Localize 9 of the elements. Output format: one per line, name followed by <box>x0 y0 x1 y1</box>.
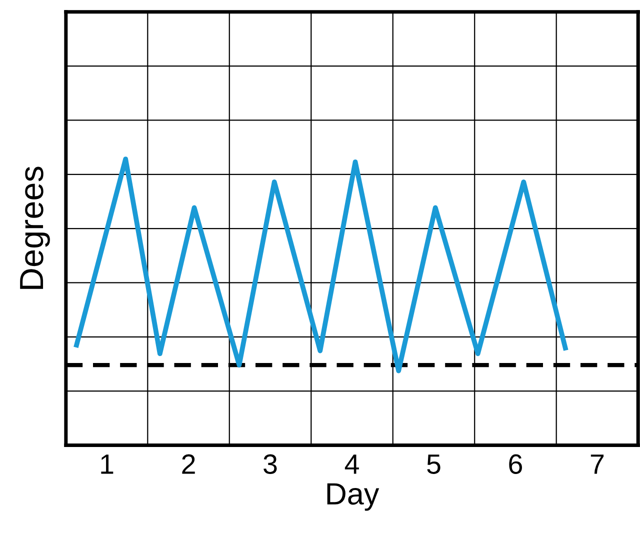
x-tick-label: 3 <box>264 454 277 474</box>
x-tick-label: 2 <box>182 454 195 474</box>
x-tick-label: 6 <box>509 454 522 474</box>
x-tick-label: 7 <box>590 454 604 474</box>
x-tick-label: 5 <box>427 454 440 474</box>
x-tick-label: 4 <box>344 454 359 474</box>
x-axis-title: Day <box>327 483 380 511</box>
y-axis-title: Degrees <box>20 166 50 289</box>
x-tick-label: 1 <box>101 454 114 474</box>
